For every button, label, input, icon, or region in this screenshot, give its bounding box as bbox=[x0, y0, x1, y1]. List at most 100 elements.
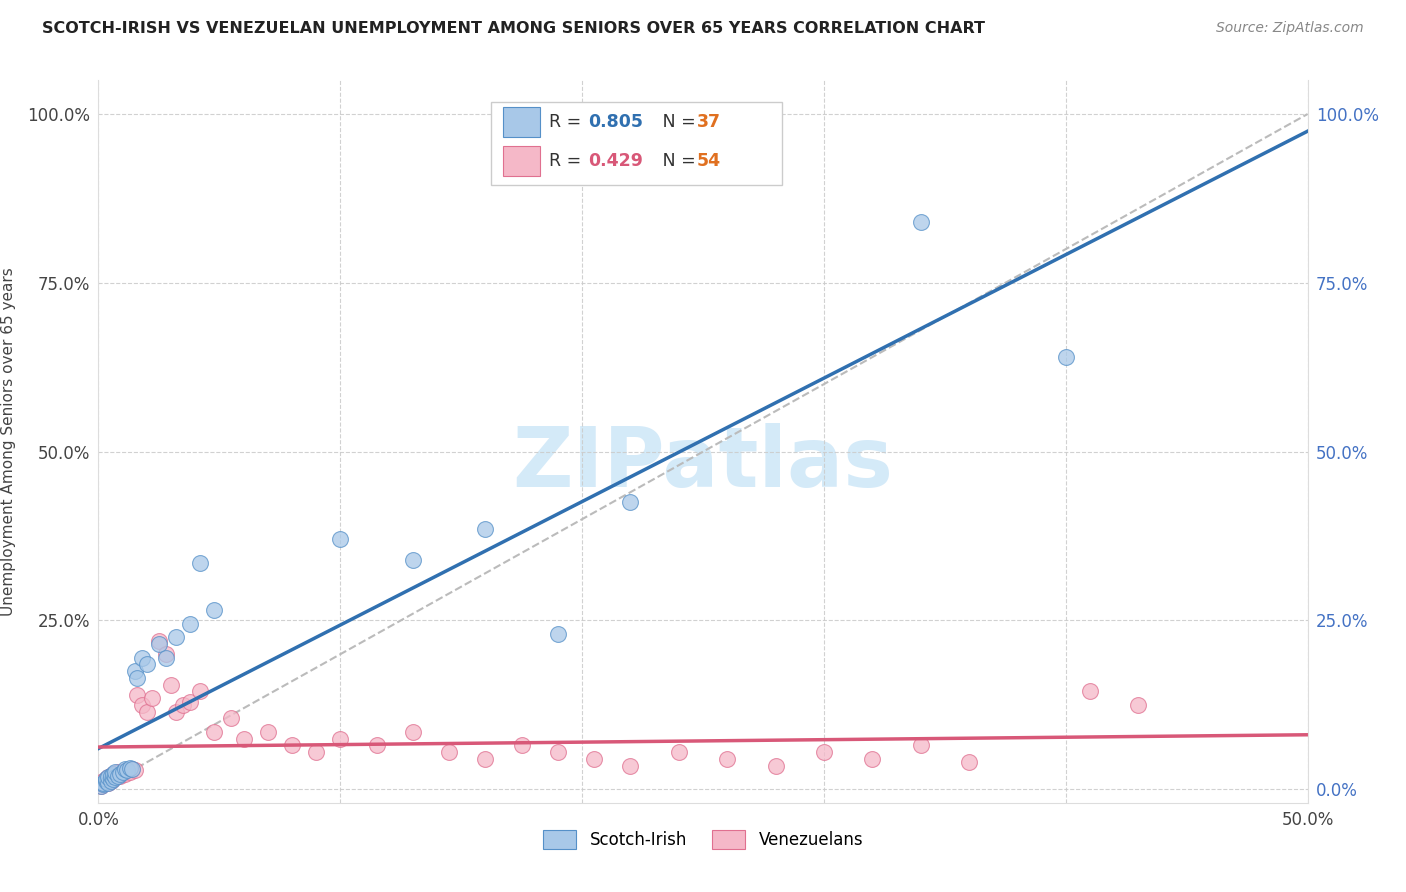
Point bbox=[366, 739, 388, 753]
Point bbox=[547, 745, 569, 759]
Point bbox=[114, 762, 136, 776]
Point bbox=[127, 688, 149, 702]
Point bbox=[101, 767, 124, 781]
Point bbox=[474, 522, 496, 536]
Text: R =: R = bbox=[550, 153, 588, 170]
Point bbox=[101, 772, 124, 787]
Point bbox=[111, 765, 134, 780]
Point bbox=[90, 779, 112, 793]
Point bbox=[141, 691, 163, 706]
Point bbox=[402, 725, 425, 739]
Point bbox=[256, 725, 278, 739]
FancyBboxPatch shape bbox=[503, 146, 540, 177]
Point bbox=[860, 752, 883, 766]
Point bbox=[118, 761, 141, 775]
Text: 54: 54 bbox=[697, 153, 721, 170]
Point bbox=[155, 647, 177, 661]
Text: 0.805: 0.805 bbox=[588, 113, 643, 131]
Point bbox=[148, 637, 170, 651]
Point bbox=[91, 777, 114, 791]
Point bbox=[100, 774, 122, 789]
Point bbox=[619, 758, 641, 772]
Point bbox=[188, 684, 211, 698]
Point bbox=[111, 765, 134, 780]
Point bbox=[910, 215, 932, 229]
Point bbox=[172, 698, 194, 712]
Point bbox=[155, 650, 177, 665]
Point bbox=[104, 770, 127, 784]
Point bbox=[118, 765, 141, 780]
Point bbox=[124, 664, 146, 678]
Point bbox=[101, 772, 124, 787]
FancyBboxPatch shape bbox=[503, 107, 540, 137]
FancyBboxPatch shape bbox=[492, 102, 782, 185]
Point bbox=[91, 775, 114, 789]
Point bbox=[179, 694, 201, 708]
Point bbox=[117, 764, 139, 778]
Point bbox=[204, 725, 226, 739]
Point bbox=[232, 731, 254, 746]
Point bbox=[329, 731, 352, 746]
Point bbox=[160, 678, 183, 692]
Point bbox=[402, 552, 425, 566]
Point bbox=[474, 752, 496, 766]
Point bbox=[281, 739, 304, 753]
Text: ZIPatlas: ZIPatlas bbox=[513, 423, 893, 504]
Point bbox=[108, 769, 131, 783]
Point bbox=[97, 775, 120, 789]
Text: Source: ZipAtlas.com: Source: ZipAtlas.com bbox=[1216, 21, 1364, 35]
Text: 37: 37 bbox=[697, 113, 721, 131]
Point bbox=[94, 774, 117, 789]
Point bbox=[510, 739, 533, 753]
Point bbox=[547, 627, 569, 641]
Point bbox=[329, 533, 352, 547]
Point bbox=[131, 698, 153, 712]
Point bbox=[165, 631, 187, 645]
Point bbox=[135, 705, 157, 719]
Point bbox=[104, 765, 127, 780]
Point bbox=[121, 762, 143, 776]
Point bbox=[619, 495, 641, 509]
Point bbox=[1078, 684, 1101, 698]
Point bbox=[121, 762, 143, 776]
Text: R =: R = bbox=[550, 113, 588, 131]
Point bbox=[127, 671, 149, 685]
Point bbox=[94, 772, 117, 787]
Point bbox=[107, 765, 129, 780]
Point bbox=[104, 770, 127, 784]
Point bbox=[90, 779, 112, 793]
Point bbox=[108, 767, 131, 781]
Point bbox=[813, 745, 835, 759]
Point bbox=[1054, 350, 1077, 364]
Point bbox=[179, 616, 201, 631]
Legend: Scotch-Irish, Venezuelans: Scotch-Irish, Venezuelans bbox=[536, 823, 870, 856]
Point bbox=[668, 745, 690, 759]
Point bbox=[148, 633, 170, 648]
Point bbox=[204, 603, 226, 617]
Y-axis label: Unemployment Among Seniors over 65 years: Unemployment Among Seniors over 65 years bbox=[1, 268, 15, 615]
Point bbox=[165, 705, 187, 719]
Point bbox=[91, 777, 114, 791]
Point bbox=[437, 745, 460, 759]
Point bbox=[910, 739, 932, 753]
Point bbox=[94, 772, 117, 787]
Point bbox=[124, 764, 146, 778]
Point bbox=[135, 657, 157, 672]
Point bbox=[716, 752, 738, 766]
Point bbox=[305, 745, 328, 759]
Point bbox=[97, 770, 120, 784]
Point bbox=[114, 767, 136, 781]
Text: 0.429: 0.429 bbox=[588, 153, 643, 170]
Point bbox=[583, 752, 606, 766]
Point bbox=[117, 764, 139, 778]
Point bbox=[765, 758, 787, 772]
Point bbox=[97, 770, 120, 784]
Text: N =: N = bbox=[647, 113, 702, 131]
Point bbox=[188, 556, 211, 570]
Point bbox=[221, 711, 243, 725]
Point bbox=[1128, 698, 1150, 712]
Point bbox=[107, 769, 129, 783]
Point bbox=[100, 769, 122, 783]
Point bbox=[131, 650, 153, 665]
Text: N =: N = bbox=[647, 153, 702, 170]
